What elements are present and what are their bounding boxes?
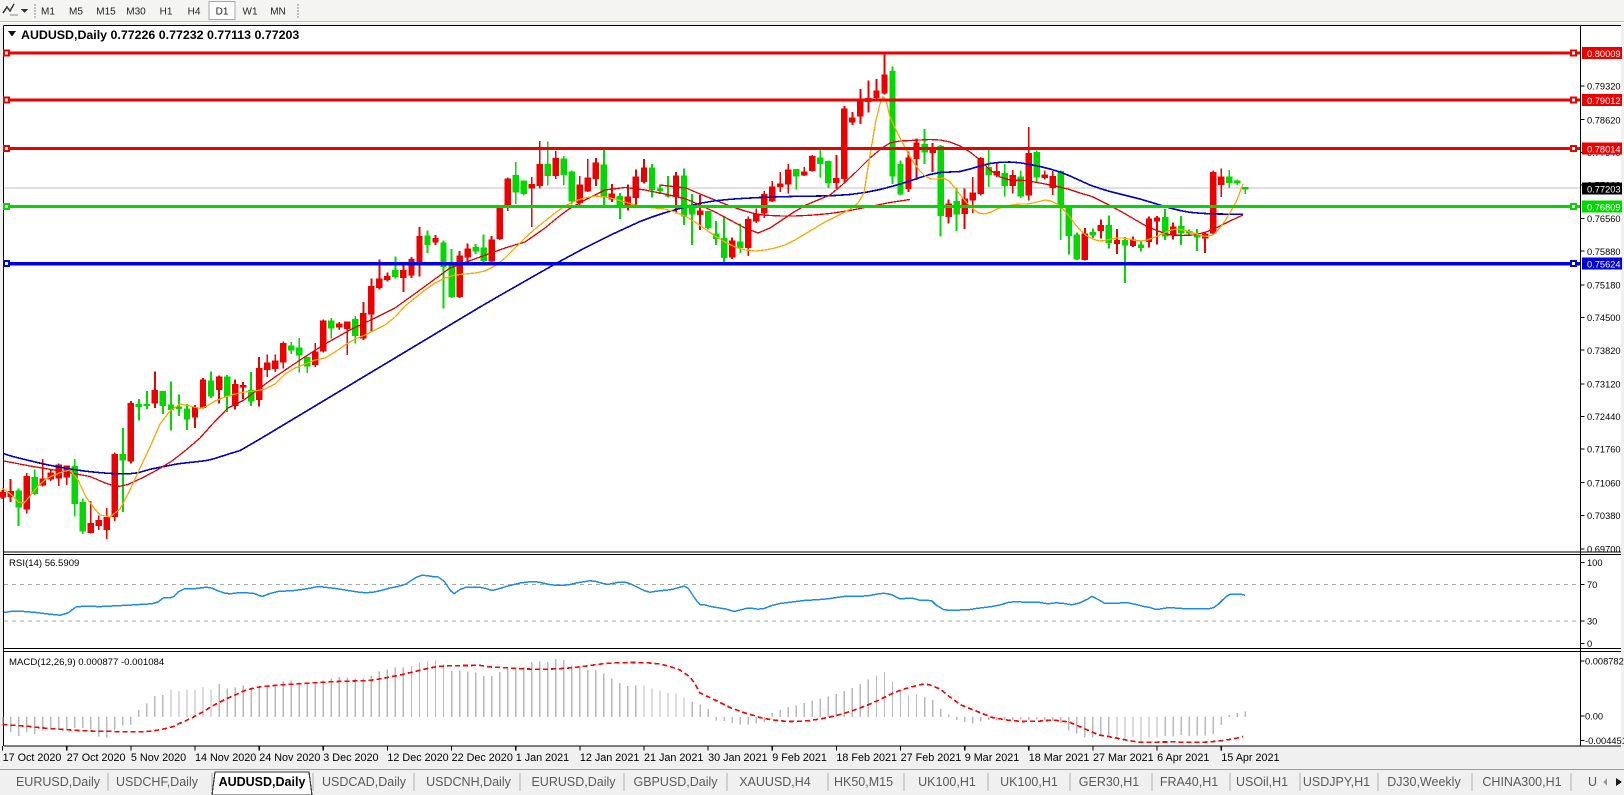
svg-text:HK50,M15: HK50,M15	[834, 775, 893, 789]
svg-text:AUDUSD,Daily 0.77226 0.77232: AUDUSD,Daily 0.77226 0.77232 0.77113 0.7…	[21, 28, 299, 42]
svg-text:6 Apr 2021: 6 Apr 2021	[1157, 752, 1209, 764]
svg-text:3 Dec 2020: 3 Dec 2020	[323, 752, 378, 764]
svg-text:1 Jan 2021: 1 Jan 2021	[516, 752, 569, 764]
svg-text:100: 100	[1587, 558, 1603, 568]
svg-text:30 Jan 2021: 30 Jan 2021	[708, 752, 767, 764]
svg-text:UK100,H1: UK100,H1	[918, 775, 976, 789]
svg-text:USDCAD,Daily: USDCAD,Daily	[322, 775, 407, 789]
svg-text:0.79012: 0.79012	[1587, 96, 1621, 106]
svg-text:30: 30	[1587, 617, 1597, 627]
svg-text:0.75180: 0.75180	[1587, 281, 1621, 291]
svg-text:0.73820: 0.73820	[1587, 346, 1621, 356]
svg-text:GBPUSD,Daily: GBPUSD,Daily	[633, 775, 718, 789]
svg-text:H4: H4	[188, 7, 201, 18]
svg-text:0.75880: 0.75880	[1587, 247, 1621, 257]
svg-text:USDJPY,H1: USDJPY,H1	[1303, 775, 1370, 789]
svg-text:9 Feb 2021: 9 Feb 2021	[772, 752, 827, 764]
svg-text:EURUSD,Daily: EURUSD,Daily	[16, 775, 101, 789]
svg-text:22 Dec 2020: 22 Dec 2020	[452, 752, 513, 764]
svg-text:0.72440: 0.72440	[1587, 412, 1621, 422]
svg-text:27 Mar 2021: 27 Mar 2021	[1093, 752, 1154, 764]
svg-text:0.008782: 0.008782	[1585, 657, 1624, 667]
svg-text:UK100,H1: UK100,H1	[1000, 775, 1058, 789]
svg-text:27 Oct 2020: 27 Oct 2020	[67, 752, 126, 764]
svg-text:U: U	[1588, 775, 1597, 789]
svg-text:5 Nov 2020: 5 Nov 2020	[131, 752, 186, 764]
svg-text:USOil,H1: USOil,H1	[1236, 775, 1288, 789]
svg-text:14 Nov 2020: 14 Nov 2020	[195, 752, 256, 764]
svg-text:9 Mar 2021: 9 Mar 2021	[965, 752, 1020, 764]
svg-text:0.79320: 0.79320	[1587, 82, 1621, 92]
svg-text:M15: M15	[96, 7, 116, 18]
svg-text:0.69700: 0.69700	[1587, 545, 1621, 555]
svg-text:0.78620: 0.78620	[1587, 115, 1621, 125]
svg-text:M5: M5	[69, 7, 83, 18]
svg-text:XAUUSD,H4: XAUUSD,H4	[739, 775, 811, 789]
svg-text:EURUSD,Daily: EURUSD,Daily	[531, 775, 616, 789]
svg-text:24 Nov 2020: 24 Nov 2020	[259, 752, 320, 764]
svg-text:0.74500: 0.74500	[1587, 313, 1621, 323]
svg-text:MACD(12,26,9) 0.000877 -0.0010: MACD(12,26,9) 0.000877 -0.001084	[9, 657, 165, 668]
svg-text:17 Oct 2020: 17 Oct 2020	[3, 752, 62, 764]
svg-text:M1: M1	[41, 7, 55, 18]
svg-text:0.80009: 0.80009	[1587, 49, 1621, 59]
svg-text:MN: MN	[270, 7, 286, 18]
svg-text:70: 70	[1587, 580, 1597, 590]
svg-text:18 Feb 2021: 18 Feb 2021	[836, 752, 897, 764]
svg-text:0: 0	[1587, 639, 1592, 649]
svg-text:W1: W1	[243, 7, 258, 18]
svg-text:0.76809: 0.76809	[1587, 202, 1621, 212]
svg-text:12 Dec 2020: 12 Dec 2020	[387, 752, 448, 764]
svg-text:0.77203: 0.77203	[1587, 184, 1621, 194]
svg-text:0.00: 0.00	[1585, 711, 1603, 721]
svg-text:0.76560: 0.76560	[1587, 214, 1621, 224]
svg-text:M30: M30	[126, 7, 146, 18]
svg-text:FRA40,H1: FRA40,H1	[1160, 775, 1218, 789]
svg-text:USDCHF,Daily: USDCHF,Daily	[116, 775, 199, 789]
svg-text:-0.004451: -0.004451	[1585, 736, 1624, 746]
svg-text:15 Apr 2021: 15 Apr 2021	[1221, 752, 1279, 764]
svg-text:USDCNH,Daily: USDCNH,Daily	[426, 775, 511, 789]
svg-text:18 Mar 2021: 18 Mar 2021	[1029, 752, 1090, 764]
svg-text:0.78014: 0.78014	[1587, 144, 1621, 154]
svg-text:GER30,H1: GER30,H1	[1079, 775, 1139, 789]
svg-text:RSI(14) 56.5909: RSI(14) 56.5909	[9, 558, 79, 569]
svg-text:0.71060: 0.71060	[1587, 478, 1621, 488]
svg-text:27 Feb 2021: 27 Feb 2021	[901, 752, 962, 764]
svg-text:0.73120: 0.73120	[1587, 379, 1621, 389]
svg-text:0.71760: 0.71760	[1587, 445, 1621, 455]
svg-text:DJ30,Weekly: DJ30,Weekly	[1387, 775, 1461, 789]
svg-text:21 Jan 2021: 21 Jan 2021	[644, 752, 703, 764]
svg-text:AUDUSD,Daily: AUDUSD,Daily	[219, 775, 306, 789]
svg-text:0.75624: 0.75624	[1587, 259, 1621, 269]
svg-text:0.70380: 0.70380	[1587, 511, 1621, 521]
svg-text:12 Jan 2021: 12 Jan 2021	[580, 752, 639, 764]
svg-text:H1: H1	[160, 7, 173, 18]
svg-text:CHINA300,H1: CHINA300,H1	[1482, 775, 1561, 789]
svg-text:D1: D1	[216, 7, 229, 18]
